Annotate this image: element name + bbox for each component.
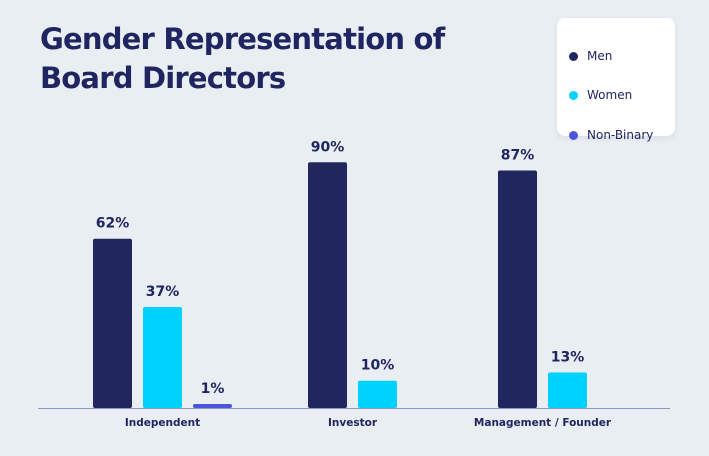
value-label-men-independent: 62% [96, 216, 130, 232]
legend-dot-men [569, 51, 578, 61]
value-label-women-independent: 37% [146, 284, 180, 300]
legend: Men Women Non-Binary [557, 18, 675, 142]
bars-layer [93, 162, 587, 408]
legend-dot-non-binary [569, 130, 578, 140]
value-label-men-management-founder: 87% [501, 147, 535, 163]
category-label-investor: Investor [328, 417, 378, 429]
bar-non-binary-independent [193, 404, 232, 408]
value-label-women-investor: 10% [361, 358, 395, 374]
bar-women-investor [358, 380, 397, 408]
legend-item-non-binary: Non-Binary [569, 126, 653, 144]
legend-label-women: Women [587, 88, 633, 102]
value-label-women-management-founder: 13% [551, 350, 585, 366]
legend-item-women: Women [569, 86, 632, 104]
bar-men-investor [308, 162, 347, 408]
category-label-independent: Independent [125, 417, 200, 429]
legend-item-men: Men [569, 47, 612, 65]
bar-women-independent [143, 306, 182, 408]
category-labels-layer: Independent Investor Management / Founder [125, 417, 612, 429]
bar-men-management-founder [498, 170, 537, 408]
value-labels-layer: 62% 37% 1% 90% 10% 87% 13% [96, 139, 585, 397]
legend-dot-women [569, 90, 578, 100]
value-label-men-investor: 90% [311, 139, 345, 155]
value-label-non-binary-independent: 1% [201, 381, 225, 397]
legend-label-men: Men [587, 49, 613, 63]
chart-title: Gender Representation of Board Directors [40, 22, 445, 95]
legend-label-non-binary: Non-Binary [587, 128, 654, 142]
bar-men-independent [93, 238, 132, 408]
category-label-management-founder: Management / Founder [474, 417, 612, 429]
bar-women-management-founder [548, 372, 587, 408]
